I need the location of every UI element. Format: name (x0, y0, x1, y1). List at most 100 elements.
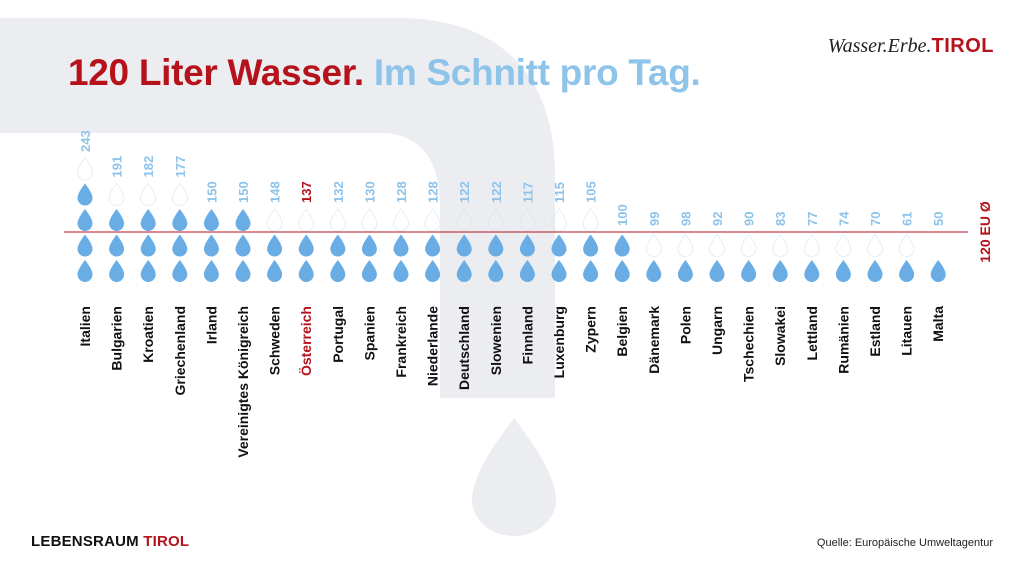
water-drop (488, 234, 504, 257)
water-drop (109, 234, 125, 257)
water-drop (772, 260, 788, 282)
water-drop-outline (393, 208, 409, 232)
water-drop (677, 260, 693, 282)
category-label: Bulgarien (109, 306, 125, 371)
water-drop-outline (108, 183, 125, 206)
water-drop-outline (329, 208, 346, 232)
category-label: Slowenien (488, 306, 504, 375)
water-drop-outline (898, 234, 915, 257)
water-drop (361, 260, 377, 282)
category-label: Österreich (298, 306, 314, 376)
value-label: 137 (299, 181, 314, 203)
bar-5 (203, 209, 219, 282)
bar-13 (456, 208, 473, 282)
water-drop (109, 260, 125, 282)
water-drop (298, 234, 314, 257)
value-label: 148 (268, 181, 283, 203)
bar-19 (645, 234, 662, 282)
category-label: Italien (77, 306, 93, 346)
water-drop (140, 234, 156, 257)
water-drop-outline (867, 234, 883, 257)
value-label: 150 (236, 181, 251, 203)
footer-logo-accent: TIROL (143, 533, 190, 550)
water-drop-outline (645, 234, 662, 257)
category-label: Frankreich (393, 306, 409, 378)
value-label: 122 (457, 181, 472, 203)
water-drop (235, 260, 251, 282)
water-drop (899, 260, 915, 282)
water-drop (330, 234, 346, 257)
bar-7 (266, 208, 283, 282)
water-drop (203, 209, 219, 231)
title-main: 120 Liter Wasser. (68, 52, 364, 93)
bar-20 (677, 234, 694, 282)
water-drop-outline (298, 208, 315, 232)
bar-1 (77, 157, 93, 282)
category-label: Litauen (899, 306, 915, 356)
value-label: 128 (394, 181, 409, 203)
value-label: 132 (331, 181, 346, 203)
water-drop-partial (868, 235, 883, 257)
bar-9 (329, 208, 346, 282)
water-drop (425, 260, 441, 282)
water-drop (519, 260, 535, 282)
water-drop (741, 260, 757, 282)
water-drop-partial (394, 209, 409, 231)
water-drop (488, 260, 504, 282)
water-drop-outline (803, 234, 820, 257)
brand-logo-text: Wasser.Erbe. (827, 35, 932, 57)
water-drop-partial (78, 158, 93, 180)
value-label: 70 (868, 212, 883, 226)
water-drop (267, 260, 283, 282)
bar-4 (172, 183, 188, 282)
water-drop (172, 260, 188, 282)
brand-logo-accent: TIROL (931, 35, 994, 57)
category-label: Lettland (804, 306, 820, 360)
water-drop-partial (836, 235, 851, 257)
value-label: 130 (362, 181, 377, 203)
water-drop (646, 260, 662, 282)
water-drop (393, 260, 409, 282)
water-drop-partial (520, 209, 535, 231)
water-drop (614, 234, 630, 257)
title-sub: Im Schnitt pro Tag. (373, 52, 701, 93)
water-drop-outline (551, 208, 567, 232)
water-drop (172, 209, 188, 231)
water-drop-partial (552, 209, 567, 231)
water-drop (298, 260, 314, 282)
bar-21 (709, 234, 725, 282)
water-drop (583, 260, 599, 282)
water-drop (77, 183, 93, 206)
water-drop-outline (456, 208, 473, 232)
water-drop-outline (740, 234, 757, 257)
reference-line-label: 120 EU Ø (977, 201, 993, 263)
bar-14 (487, 208, 504, 282)
water-drop (456, 260, 472, 282)
water-drop (235, 209, 251, 231)
category-label: Kroatien (140, 306, 156, 363)
water-drop (614, 260, 630, 282)
water-drop (930, 260, 946, 282)
water-drop (583, 234, 599, 257)
water-drop (519, 234, 535, 257)
bar-3 (140, 183, 156, 282)
water-drop-partial (899, 235, 914, 257)
value-label: 100 (615, 204, 630, 226)
bar-17 (582, 208, 599, 282)
bar-11 (393, 208, 409, 282)
bar-23 (772, 234, 789, 282)
water-drop (330, 260, 346, 282)
category-label: Portugal (330, 306, 346, 363)
source-note: Quelle: Europäische Umweltagentur (816, 537, 993, 549)
bar-28 (930, 260, 946, 282)
water-drop-partial (362, 209, 377, 231)
bar-2 (108, 183, 125, 282)
water-drop (551, 234, 567, 257)
category-label: Luxenburg (551, 306, 567, 378)
footer-logo: LEBENSRAUM TIROL (31, 534, 189, 549)
water-drop-partial (267, 209, 282, 231)
value-label: 77 (805, 212, 820, 226)
value-label: 74 (836, 211, 851, 226)
water-drop-partial (678, 235, 693, 257)
